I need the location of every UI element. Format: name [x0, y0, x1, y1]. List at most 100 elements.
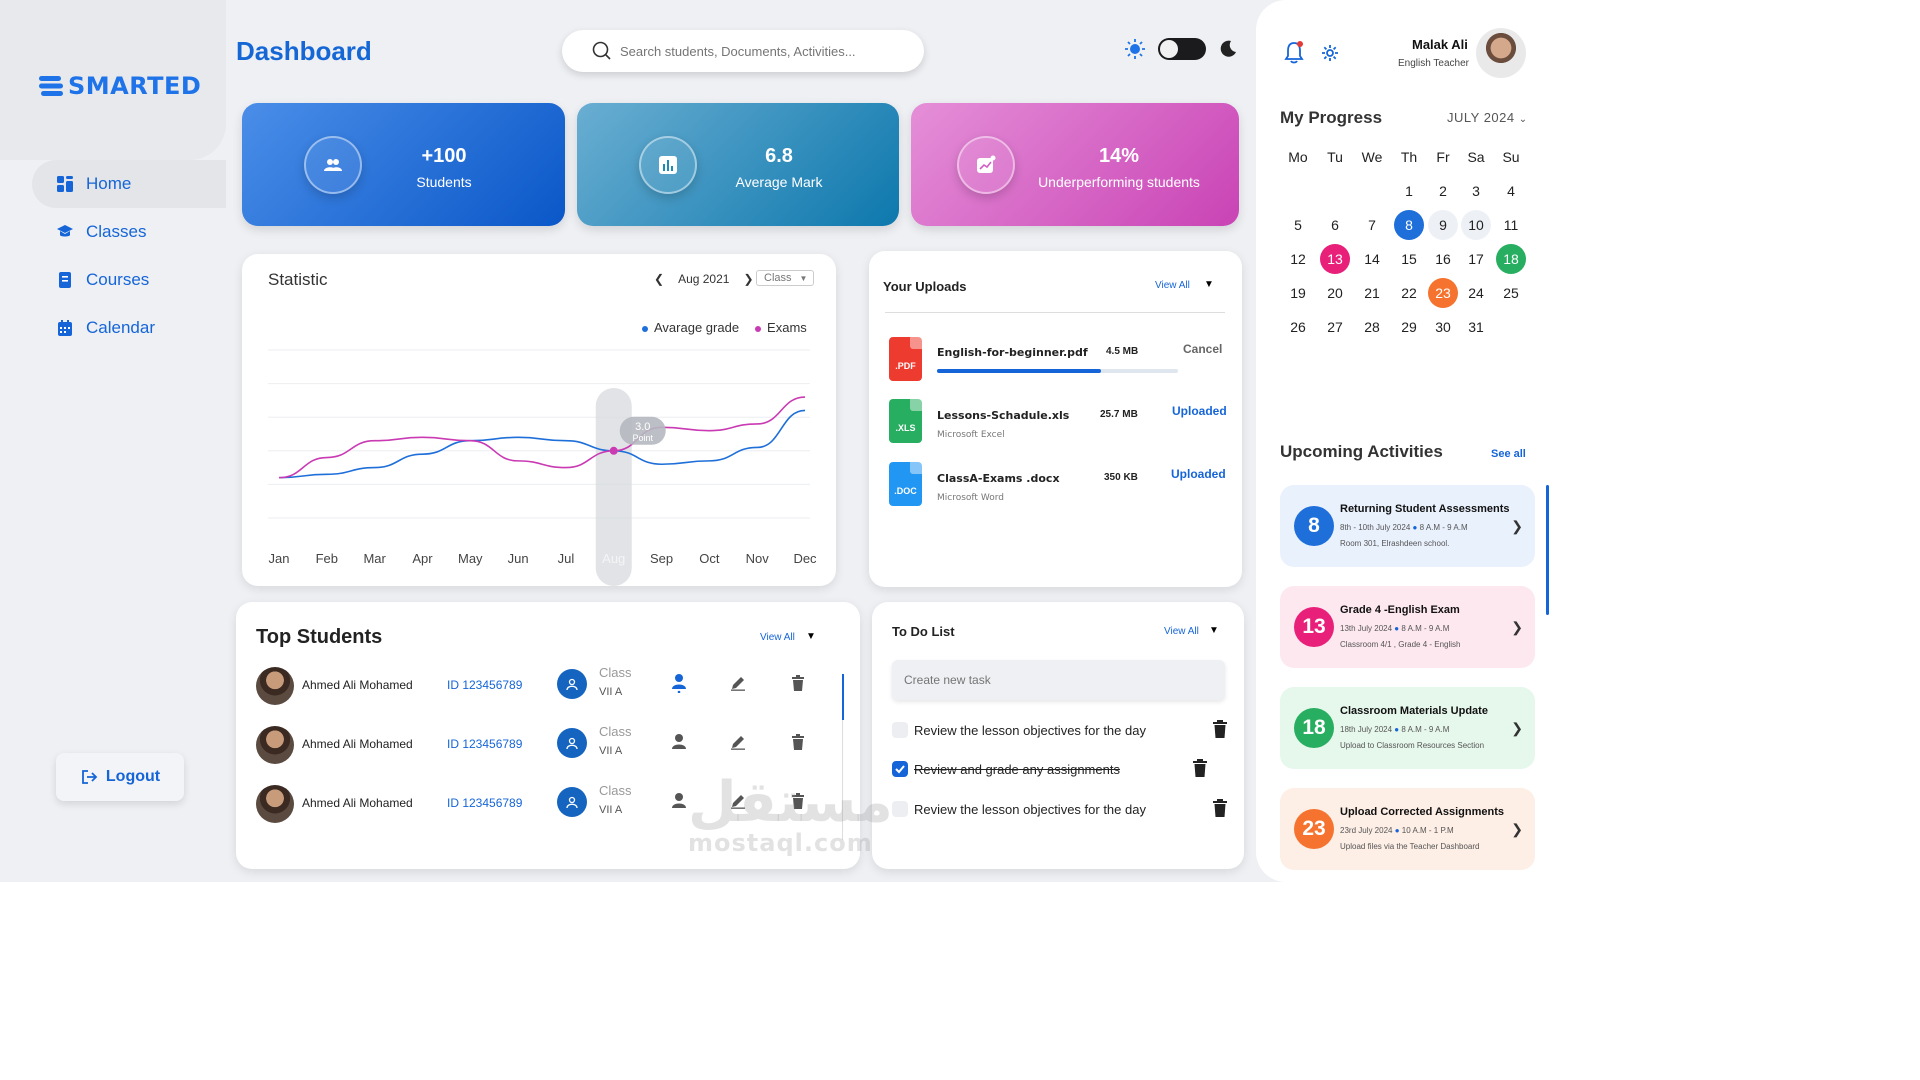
edit-icon[interactable] — [728, 791, 748, 811]
activity-card[interactable]: 13 Grade 4 -English Exam 13th July 2024 ● … — [1280, 586, 1535, 668]
sidebar-item-calendar[interactable]: Calendar — [0, 304, 226, 352]
calendar-day-marked[interactable]: 13 — [1320, 244, 1350, 274]
calendar-day[interactable]: 1 — [1405, 183, 1413, 199]
sidebar-item-home[interactable]: Home — [32, 160, 226, 208]
class-filter-select[interactable]: Class ▼ — [756, 270, 814, 286]
month-navigator: ❮ Aug 2021 ❯ — [654, 272, 754, 286]
calendar-day[interactable]: 4 — [1507, 183, 1515, 199]
calendar-day[interactable]: 21 — [1364, 285, 1380, 301]
upload-row[interactable]: .DOC ClassA-Exams .docx Microsoft Word 3… — [889, 462, 1226, 510]
search-bar[interactable] — [562, 30, 924, 72]
upload-row[interactable]: .XLS Lessons-Schadule.xls Microsoft Exce… — [889, 399, 1227, 447]
calendar-day[interactable]: 27 — [1327, 319, 1343, 335]
profile-action-icon[interactable] — [669, 732, 689, 752]
chevron-left-icon[interactable]: ❮ — [654, 272, 665, 286]
stat-card-underperforming[interactable]: 14% Underperforming students — [911, 103, 1239, 226]
calendar-day[interactable]: 30 — [1435, 319, 1451, 335]
trash-icon[interactable] — [788, 732, 808, 752]
calendar-day[interactable]: 29 — [1401, 319, 1417, 335]
stat-label: Underperforming students — [1038, 174, 1200, 190]
profile-avatar[interactable] — [1476, 28, 1526, 78]
student-row[interactable]: Ahmed Ali Mohamed ID 123456789 Class VII… — [256, 783, 816, 827]
caret-down-icon[interactable]: ▼ — [1209, 625, 1219, 636]
upload-status: Uploaded — [1171, 467, 1226, 481]
profile-action-icon[interactable] — [669, 673, 689, 693]
chevron-right-icon[interactable]: ❯ — [1511, 619, 1523, 635]
dark-mode-toggle[interactable] — [1158, 38, 1206, 60]
caret-down-icon[interactable]: ▼ — [806, 631, 816, 642]
activity-card[interactable]: 23 Upload Corrected Assignments 23rd July … — [1280, 788, 1535, 870]
activities-see-all-link[interactable]: See all — [1491, 448, 1526, 460]
activity-card[interactable]: 8 Returning Student Assessments 8th - 10th… — [1280, 485, 1535, 567]
stat-card-students[interactable]: +100 Students — [242, 103, 565, 226]
sidebar-item-courses[interactable]: Courses — [0, 256, 226, 304]
calendar-day[interactable]: 5 — [1294, 217, 1302, 233]
students-view-all-link[interactable]: View All — [760, 632, 795, 643]
calendar-day[interactable]: 24 — [1468, 285, 1484, 301]
calendar-day[interactable]: 12 — [1290, 251, 1306, 267]
cancel-upload-button[interactable]: Cancel — [1183, 342, 1223, 356]
todo-item[interactable]: Review the lesson objectives for the day — [892, 797, 1227, 821]
calendar-day[interactable]: 14 — [1364, 251, 1380, 267]
todo-item[interactable]: Review the lesson objectives for the day — [892, 718, 1227, 742]
stat-card-average-mark[interactable]: 6.8 Average Mark — [577, 103, 899, 226]
calendar-day[interactable]: 31 — [1468, 319, 1484, 335]
search-input[interactable] — [620, 43, 910, 59]
sidebar-item-classes[interactable]: Classes — [0, 208, 226, 256]
calendar-day[interactable]: 19 — [1290, 285, 1306, 301]
trash-icon[interactable] — [788, 673, 808, 693]
chevron-right-icon[interactable]: ❯ — [743, 272, 754, 286]
logout-button[interactable]: Logout — [56, 753, 184, 801]
sun-icon[interactable] — [1124, 38, 1146, 60]
profile-action-icon[interactable] — [669, 791, 689, 811]
calendar-day-marked[interactable]: 23 — [1428, 278, 1458, 308]
scrollbar[interactable] — [842, 674, 844, 720]
student-row[interactable]: Ahmed Ali Mohamed ID 123456789 Class VII… — [256, 665, 816, 709]
calendar-day[interactable]: 28 — [1364, 319, 1380, 335]
trash-icon[interactable] — [1213, 799, 1227, 817]
task-checkbox-checked[interactable] — [892, 761, 908, 777]
calendar-day[interactable]: 11 — [1503, 217, 1519, 233]
chevron-right-icon[interactable]: ❯ — [1511, 720, 1523, 736]
upload-row[interactable]: .PDF English-for-beginner.pdf 4.5 MB Can… — [889, 337, 1225, 385]
settings-gear-icon[interactable] — [1321, 44, 1339, 62]
highlight-point[interactable] — [609, 446, 618, 455]
activities-scrollbar[interactable] — [1546, 485, 1549, 615]
trash-icon[interactable] — [1193, 759, 1207, 777]
calendar-day[interactable]: 2 — [1439, 183, 1447, 199]
calendar-day[interactable]: 17 — [1468, 251, 1484, 267]
trash-icon[interactable] — [788, 791, 808, 811]
calendar-day-marked[interactable]: 8 — [1394, 210, 1424, 240]
calendar-day[interactable]: 3 — [1472, 183, 1480, 199]
calendar-day[interactable]: 6 — [1331, 217, 1339, 233]
notification-bell-icon[interactable] — [1283, 40, 1305, 64]
todo-item[interactable]: Review and grade any assignments — [892, 757, 1227, 781]
calendar-day[interactable]: 9 — [1428, 210, 1458, 240]
uploads-view-all-link[interactable]: View All — [1155, 280, 1190, 291]
calendar-day[interactable]: 20 — [1327, 285, 1343, 301]
calendar-month-select[interactable]: JULY 2024 ⌄ — [1447, 110, 1528, 125]
activity-card[interactable]: 18 Classroom Materials Update 18th July 20… — [1280, 687, 1535, 769]
calendar-day-marked[interactable]: 18 — [1496, 244, 1526, 274]
calendar-day[interactable]: 7 — [1368, 217, 1376, 233]
chevron-right-icon[interactable]: ❯ — [1511, 821, 1523, 837]
calendar-day[interactable]: 15 — [1401, 251, 1417, 267]
task-checkbox[interactable] — [892, 801, 908, 817]
new-task-input[interactable] — [892, 660, 1225, 700]
student-row[interactable]: Ahmed Ali Mohamed ID 123456789 Class VII… — [256, 724, 816, 768]
calendar-day[interactable]: 22 — [1401, 285, 1417, 301]
edit-icon[interactable] — [728, 732, 748, 752]
todo-view-all-link[interactable]: View All — [1164, 626, 1199, 637]
edit-icon[interactable] — [728, 673, 748, 693]
upload-progress-fill — [937, 369, 1101, 373]
brand-logo[interactable]: SMARTED — [38, 72, 201, 100]
calendar-day[interactable]: 10 — [1461, 210, 1491, 240]
moon-icon[interactable] — [1218, 39, 1238, 59]
caret-down-icon[interactable]: ▼ — [1204, 279, 1214, 290]
trash-icon[interactable] — [1213, 720, 1227, 738]
calendar-day[interactable]: 26 — [1290, 319, 1306, 335]
calendar-day[interactable]: 25 — [1503, 285, 1519, 301]
task-checkbox[interactable] — [892, 722, 908, 738]
chevron-right-icon[interactable]: ❯ — [1511, 518, 1523, 534]
calendar-day[interactable]: 16 — [1435, 251, 1451, 267]
